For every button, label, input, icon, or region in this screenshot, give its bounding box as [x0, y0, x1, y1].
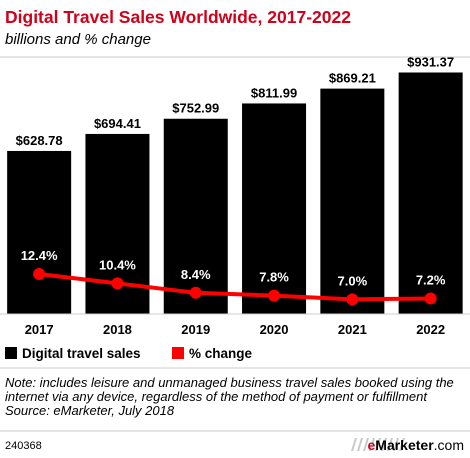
footnote-note: Note: includes leisure and unmanaged bus…: [5, 375, 454, 404]
bar-2017: [7, 150, 72, 314]
legend-label-1: % change: [189, 346, 253, 361]
chart-id: 240368: [5, 440, 42, 452]
x-tick-labels: 2017 2018 2019 2020 2021 2022: [25, 322, 445, 337]
pct-point-2018: [111, 277, 124, 290]
legend-swatch-1: [172, 347, 184, 359]
bar-value-label-2021: $869.21: [329, 71, 376, 86]
pct-value-label-2020: 7.8%: [259, 270, 289, 285]
pct-point-2019: [189, 286, 202, 299]
pct-value-label-2017: 12.4%: [21, 248, 58, 263]
x-tick-2019: 2019: [181, 322, 210, 337]
brand-name: Marketer: [375, 437, 434, 453]
bar-2019: [163, 118, 228, 314]
chart-subtitle: billions and % change: [5, 31, 151, 48]
pct-value-label-2021: 7.0%: [338, 273, 368, 288]
bar-value-label-2019: $752.99: [172, 101, 219, 116]
bar-2022: [398, 72, 463, 314]
bars-group: $628.78 $694.41 $752.99 $811.99 $869.21 $931.…: [7, 54, 463, 315]
footnote: Note: includes leisure and unmanaged bus…: [5, 376, 465, 418]
emarketer-logo[interactable]: eMarketer.com: [367, 437, 464, 453]
legend-label-0: Digital travel sales: [22, 346, 141, 361]
pct-line-group: 12.4% 10.4% 8.4% 7.8% 7.0% 7.2%: [21, 248, 446, 306]
legend-swatch-0: [5, 347, 17, 359]
x-tick-2022: 2022: [416, 322, 445, 337]
x-tick-2018: 2018: [103, 322, 132, 337]
pct-change-line: [38, 272, 431, 302]
brand-slashes-icon: [351, 438, 405, 451]
pct-value-label-2018: 10.4%: [99, 257, 136, 272]
bar-value-label-2020: $811.99: [251, 85, 297, 100]
legend: Digital travel sales % change: [5, 346, 253, 361]
brand-e: e: [367, 437, 376, 453]
pct-point-2022: [424, 292, 437, 305]
brand-suffix: .com: [433, 437, 464, 453]
pct-point-2021: [346, 293, 359, 306]
x-tick-2021: 2021: [338, 322, 367, 337]
x-tick-2020: 2020: [260, 322, 289, 337]
bar-2020: [242, 103, 307, 315]
pct-value-label-2019: 8.4%: [181, 267, 211, 282]
footnote-source: Source: eMarketer, July 2018: [5, 403, 175, 418]
bar-value-label-2018: $694.41: [94, 116, 141, 131]
pct-point-2017: [33, 268, 46, 280]
bar-2021: [320, 88, 385, 314]
chart-title: Digital Travel Sales Worldwide, 2017-202…: [5, 7, 351, 27]
pct-point-2020: [268, 289, 281, 302]
bar-value-label-2017: $628.78: [16, 133, 63, 148]
x-tick-2017: 2017: [25, 322, 54, 337]
pct-value-label-2022: 7.2%: [416, 272, 446, 287]
bar-value-label-2022: $931.37: [407, 54, 454, 69]
